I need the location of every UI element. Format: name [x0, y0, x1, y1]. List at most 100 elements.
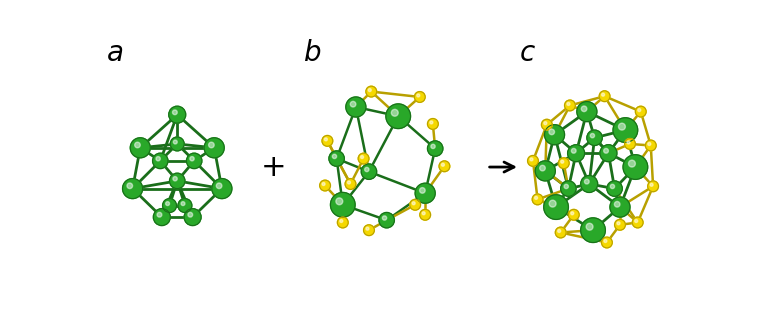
Circle shape	[366, 86, 376, 97]
Circle shape	[555, 227, 566, 238]
Circle shape	[650, 183, 653, 186]
Circle shape	[187, 153, 202, 169]
Circle shape	[544, 122, 547, 125]
Circle shape	[430, 121, 433, 124]
Circle shape	[361, 164, 376, 179]
Circle shape	[607, 181, 622, 196]
Circle shape	[617, 222, 620, 225]
Circle shape	[545, 125, 564, 145]
Circle shape	[422, 212, 425, 215]
Circle shape	[591, 133, 594, 138]
Circle shape	[611, 184, 614, 189]
Circle shape	[386, 104, 411, 128]
Circle shape	[217, 183, 222, 189]
Circle shape	[339, 219, 343, 223]
Circle shape	[577, 102, 597, 122]
Circle shape	[184, 208, 201, 225]
Circle shape	[350, 101, 356, 107]
Circle shape	[431, 144, 435, 149]
Circle shape	[549, 200, 556, 207]
Circle shape	[613, 118, 637, 143]
Circle shape	[581, 106, 587, 111]
Circle shape	[415, 183, 435, 203]
Circle shape	[601, 93, 604, 96]
Circle shape	[647, 181, 658, 192]
Circle shape	[564, 100, 575, 111]
Circle shape	[209, 142, 214, 148]
Circle shape	[178, 199, 192, 213]
Circle shape	[212, 179, 232, 199]
Circle shape	[645, 140, 656, 151]
Circle shape	[532, 194, 543, 205]
Circle shape	[412, 202, 415, 205]
Circle shape	[558, 158, 569, 169]
Circle shape	[628, 160, 635, 167]
Circle shape	[173, 110, 177, 115]
Circle shape	[410, 199, 421, 210]
Circle shape	[544, 195, 568, 219]
Circle shape	[541, 119, 552, 130]
Text: +: +	[260, 153, 286, 181]
Circle shape	[635, 106, 646, 117]
Circle shape	[337, 217, 348, 228]
Circle shape	[419, 187, 425, 193]
Circle shape	[599, 91, 610, 102]
Circle shape	[614, 202, 620, 207]
Circle shape	[568, 209, 579, 220]
Circle shape	[336, 198, 343, 205]
Circle shape	[166, 202, 170, 206]
Circle shape	[586, 223, 593, 230]
Text: a: a	[108, 39, 124, 67]
Circle shape	[345, 179, 356, 189]
Text: c: c	[520, 39, 535, 67]
Circle shape	[329, 151, 344, 166]
Circle shape	[127, 183, 133, 189]
Circle shape	[571, 149, 576, 153]
Circle shape	[549, 129, 554, 135]
Circle shape	[368, 89, 371, 92]
Circle shape	[528, 155, 538, 166]
Circle shape	[561, 181, 576, 196]
Circle shape	[174, 140, 177, 144]
Circle shape	[417, 94, 420, 97]
Circle shape	[324, 138, 327, 141]
Circle shape	[439, 161, 450, 172]
Circle shape	[442, 163, 445, 166]
Circle shape	[134, 142, 141, 148]
Circle shape	[415, 92, 425, 102]
Circle shape	[540, 165, 545, 171]
Circle shape	[392, 109, 399, 116]
Circle shape	[188, 212, 193, 217]
Circle shape	[382, 216, 386, 220]
Text: b: b	[304, 39, 322, 67]
Circle shape	[346, 97, 366, 117]
Circle shape	[379, 213, 395, 228]
Circle shape	[363, 225, 374, 236]
Circle shape	[604, 149, 608, 153]
Circle shape	[322, 135, 333, 146]
Circle shape	[173, 176, 177, 181]
Circle shape	[632, 217, 643, 228]
Circle shape	[561, 160, 564, 163]
Circle shape	[181, 202, 185, 206]
Circle shape	[190, 157, 194, 161]
Circle shape	[584, 179, 589, 184]
Circle shape	[428, 118, 439, 129]
Circle shape	[123, 179, 143, 199]
Circle shape	[163, 199, 177, 213]
Circle shape	[623, 155, 647, 179]
Circle shape	[535, 196, 538, 199]
Circle shape	[568, 145, 584, 162]
Circle shape	[564, 184, 568, 189]
Circle shape	[347, 181, 350, 184]
Circle shape	[618, 123, 625, 130]
Circle shape	[610, 197, 630, 217]
Circle shape	[420, 209, 431, 220]
Circle shape	[558, 230, 561, 232]
Circle shape	[169, 106, 186, 123]
Circle shape	[567, 102, 570, 106]
Circle shape	[157, 212, 162, 217]
Circle shape	[156, 157, 161, 161]
Circle shape	[581, 218, 605, 242]
Circle shape	[600, 145, 617, 162]
